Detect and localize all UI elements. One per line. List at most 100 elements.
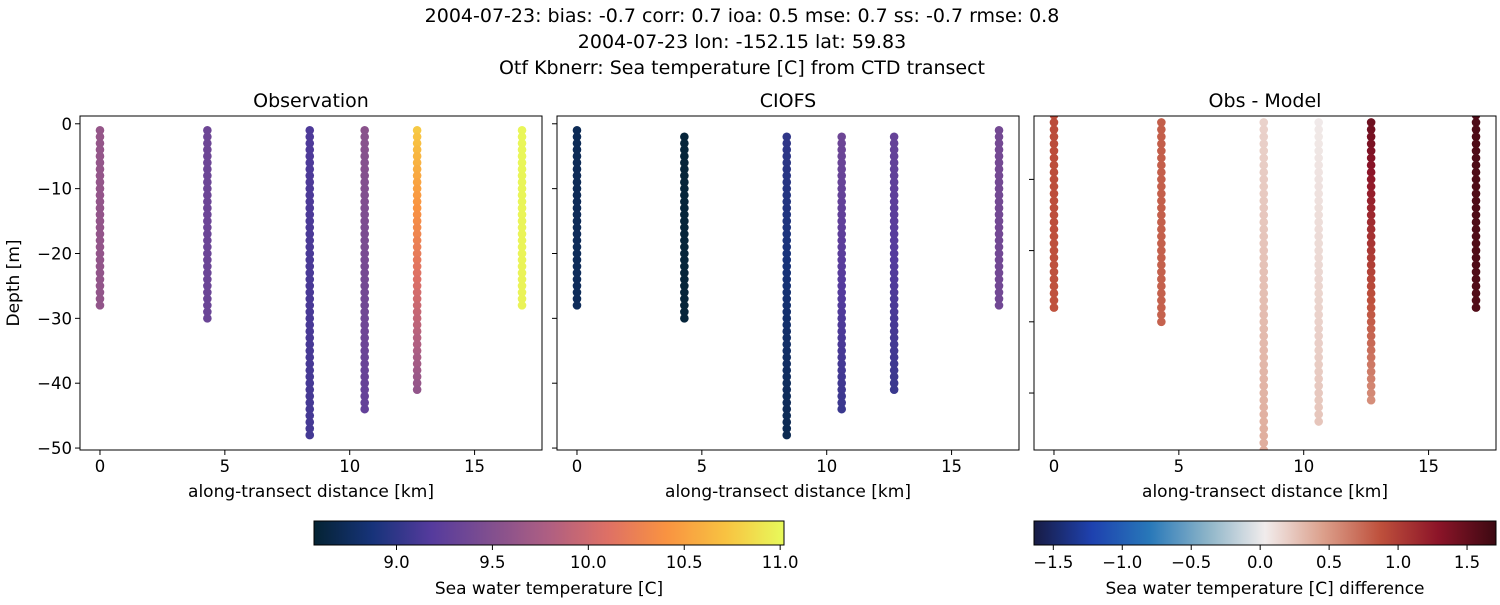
data-point <box>782 333 792 343</box>
data-point <box>1471 210 1481 220</box>
data-point <box>305 352 315 362</box>
data-point <box>1314 324 1323 334</box>
data-point <box>782 262 792 271</box>
data-point <box>889 339 899 349</box>
x-tick-label: 5 <box>1174 457 1185 476</box>
data-point <box>360 255 369 265</box>
data-point <box>889 385 899 394</box>
data-point <box>572 197 582 206</box>
data-point <box>837 339 846 349</box>
data-point <box>782 294 792 304</box>
data-point <box>305 333 315 343</box>
data-point <box>1366 331 1376 341</box>
data-point <box>889 236 899 245</box>
data-point <box>994 210 1004 219</box>
data-point <box>782 223 792 232</box>
data-point <box>1049 232 1059 241</box>
data-point <box>782 190 792 200</box>
data-point <box>1471 296 1481 305</box>
data-point <box>572 301 582 310</box>
data-point <box>517 177 527 187</box>
data-point <box>412 333 422 343</box>
data-point <box>360 281 369 291</box>
data-point <box>412 359 422 369</box>
data-point <box>889 138 899 148</box>
data-point <box>305 145 315 155</box>
data-point <box>305 262 315 271</box>
data-point <box>412 288 422 297</box>
data-point <box>360 352 369 362</box>
data-point <box>1259 196 1269 206</box>
data-point <box>305 203 315 213</box>
data-point <box>1157 260 1166 270</box>
data-point <box>572 249 582 258</box>
data-point <box>1049 118 1059 127</box>
data-point <box>572 242 582 252</box>
data-point <box>837 307 846 317</box>
data-point <box>889 223 899 232</box>
data-point <box>203 158 212 167</box>
data-point <box>1259 246 1269 255</box>
data-point <box>203 197 212 206</box>
data-point <box>412 327 422 336</box>
data-point <box>572 171 582 180</box>
data-point <box>517 164 527 174</box>
data-point <box>203 184 212 193</box>
data-point <box>517 184 527 193</box>
data-point <box>994 288 1004 297</box>
data-point <box>1157 281 1166 291</box>
data-point <box>1366 253 1376 263</box>
data-point <box>782 417 792 427</box>
data-point <box>1049 139 1059 149</box>
axes-frame <box>1033 115 1497 451</box>
data-point <box>782 398 792 407</box>
data-point <box>889 132 899 142</box>
data-point <box>1471 281 1481 291</box>
data-point <box>1366 210 1376 220</box>
data-point <box>95 210 105 219</box>
data-point <box>1259 367 1269 376</box>
data-point <box>412 255 422 265</box>
data-point <box>1471 303 1481 312</box>
data-point <box>95 158 105 167</box>
data-point <box>517 145 527 155</box>
data-point <box>1366 289 1376 298</box>
data-point <box>1157 132 1166 141</box>
data-point <box>782 352 792 362</box>
data-point <box>517 249 527 258</box>
data-point <box>1366 239 1376 248</box>
data-point <box>360 229 369 239</box>
data-point <box>837 352 846 362</box>
data-point <box>1366 317 1376 327</box>
data-point <box>994 255 1004 265</box>
data-point <box>1366 167 1376 177</box>
data-point <box>1471 217 1481 227</box>
data-point <box>412 346 422 356</box>
data-point <box>1259 260 1269 270</box>
data-point <box>412 365 422 375</box>
data-point <box>360 125 369 135</box>
data-point <box>1049 246 1059 255</box>
data-point <box>360 210 369 219</box>
data-point <box>517 262 527 271</box>
data-point <box>360 158 369 167</box>
data-point <box>782 391 792 401</box>
data-point <box>680 223 689 232</box>
data-point <box>1157 274 1166 284</box>
data-point <box>203 268 212 278</box>
data-point <box>572 262 582 271</box>
colorbar-tick-label: −1.0 <box>1102 553 1142 572</box>
data-point <box>305 216 315 226</box>
data-point <box>782 236 792 245</box>
data-point <box>305 255 315 265</box>
data-point <box>837 398 846 407</box>
data-point <box>782 171 792 180</box>
data-point <box>517 229 527 239</box>
data-point <box>517 281 527 291</box>
data-point <box>1259 417 1269 426</box>
data-point <box>994 203 1004 213</box>
data-point <box>203 255 212 265</box>
data-point <box>305 359 315 369</box>
data-point <box>1314 253 1323 263</box>
data-point <box>1314 260 1323 270</box>
